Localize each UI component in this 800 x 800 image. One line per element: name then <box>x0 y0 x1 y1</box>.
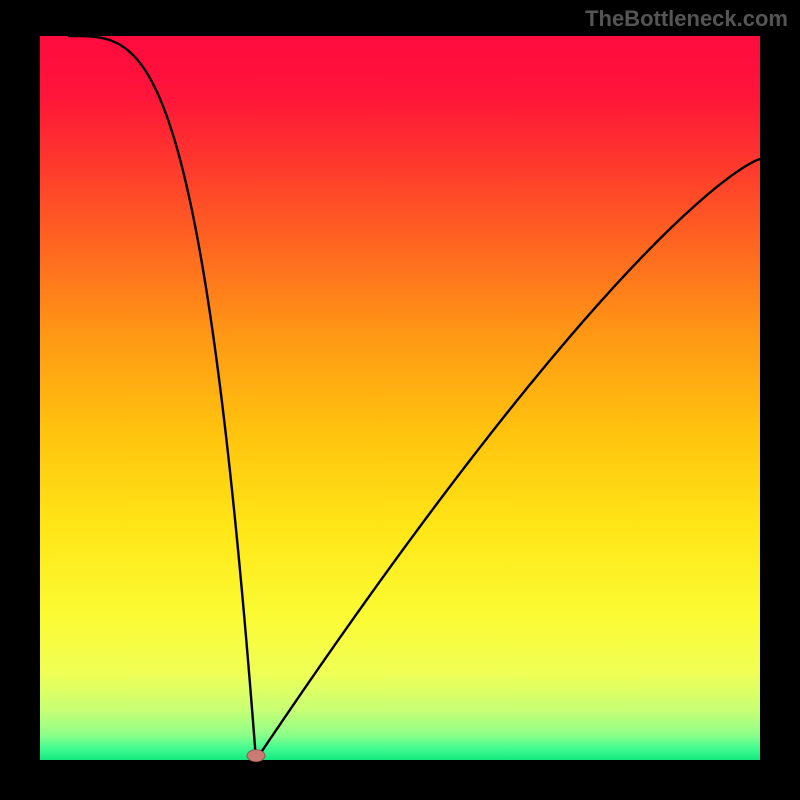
optimal-point-marker <box>247 750 265 762</box>
chart-container: TheBottleneck.com <box>0 0 800 800</box>
plot-background-gradient <box>40 36 760 760</box>
attribution-text: TheBottleneck.com <box>585 6 788 31</box>
bottleneck-chart: TheBottleneck.com <box>0 0 800 800</box>
